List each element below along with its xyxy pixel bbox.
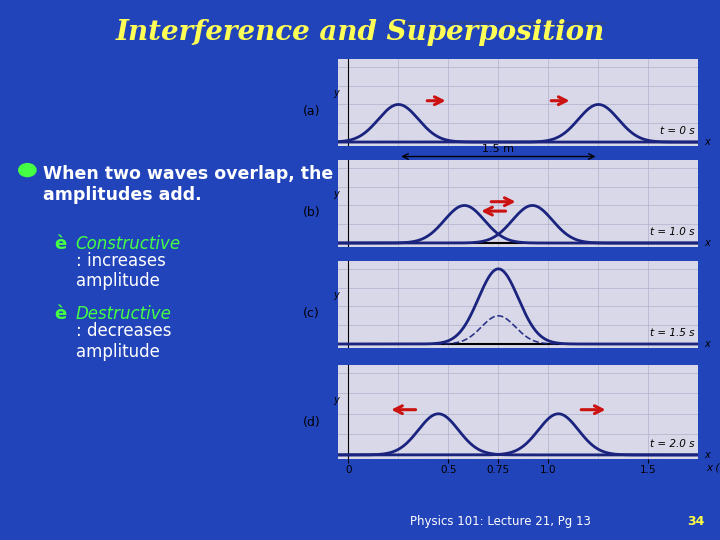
- Text: When two waves overlap, the
amplitudes add.: When two waves overlap, the amplitudes a…: [43, 165, 333, 204]
- Text: t = 0 s: t = 0 s: [660, 126, 694, 137]
- Text: (a): (a): [302, 105, 320, 118]
- Text: Interference and Superposition: Interference and Superposition: [115, 19, 605, 46]
- Circle shape: [19, 164, 36, 177]
- Text: Copyright © The McGraw-Hill Companies, Inc. Permission required for reproduction: Copyright © The McGraw-Hill Companies, I…: [402, 21, 606, 25]
- Text: Physics 101: Lecture 21, Pg 13: Physics 101: Lecture 21, Pg 13: [410, 515, 591, 528]
- Text: x (m): x (m): [706, 462, 720, 472]
- Text: y: y: [333, 188, 339, 199]
- Text: Constructive: Constructive: [76, 235, 181, 253]
- Text: y: y: [333, 87, 339, 98]
- Text: è: è: [54, 235, 66, 253]
- Text: x: x: [704, 450, 710, 460]
- Text: (d): (d): [302, 415, 320, 429]
- Text: 34: 34: [688, 515, 705, 528]
- Text: : decreases
amplitude: : decreases amplitude: [76, 322, 171, 361]
- Text: (b): (b): [302, 206, 320, 219]
- Text: 1.5 m: 1.5 m: [482, 144, 514, 154]
- Text: Destructive: Destructive: [76, 305, 171, 323]
- Text: t = 2.0 s: t = 2.0 s: [650, 438, 694, 449]
- Text: (c): (c): [302, 307, 319, 320]
- Text: : increases
amplitude: : increases amplitude: [76, 252, 166, 291]
- Text: y: y: [333, 289, 339, 300]
- Text: x: x: [704, 238, 710, 248]
- Text: t = 1.5 s: t = 1.5 s: [650, 328, 694, 339]
- Text: è: è: [54, 305, 66, 323]
- Text: x: x: [704, 137, 710, 147]
- Text: y: y: [333, 395, 339, 406]
- Text: t = 1.0 s: t = 1.0 s: [650, 227, 694, 238]
- Text: x: x: [704, 339, 710, 349]
